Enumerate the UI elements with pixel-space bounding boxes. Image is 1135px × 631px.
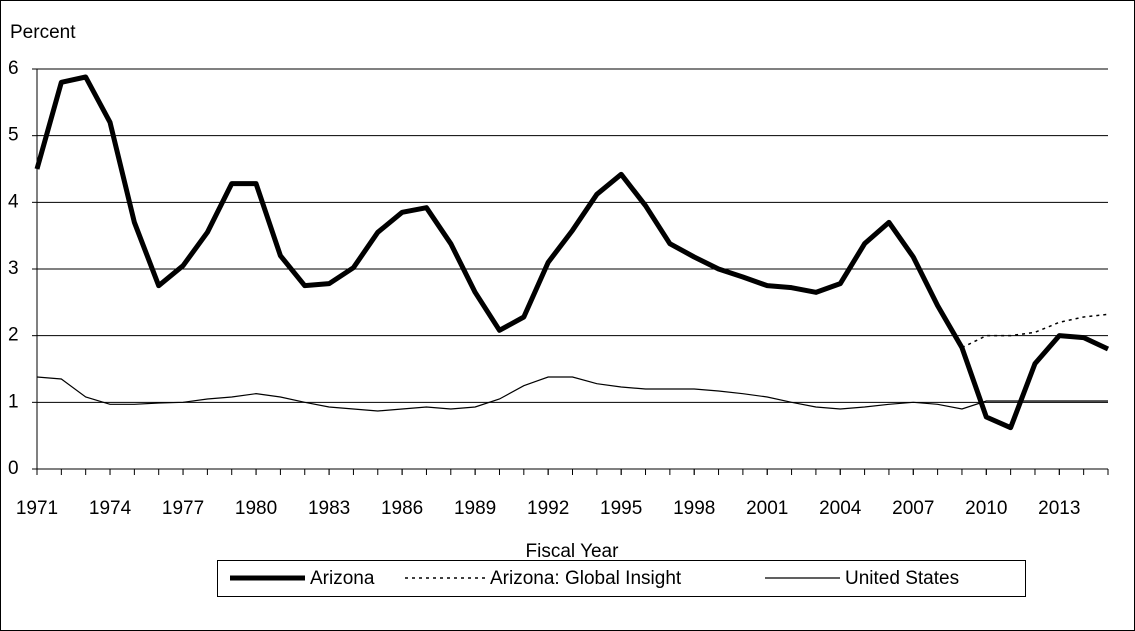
legend-label: United States xyxy=(845,568,959,589)
x-tick-label: 1992 xyxy=(527,498,569,519)
x-tick-label: 2001 xyxy=(746,498,788,519)
legend-label: Arizona xyxy=(310,568,375,589)
legend-label: Arizona: Global Insight xyxy=(490,568,682,589)
x-tick-label: 1980 xyxy=(235,498,277,519)
y-tick-label: 6 xyxy=(8,58,19,79)
x-tick-label: 1974 xyxy=(89,498,132,519)
x-tick-label: 1986 xyxy=(381,498,423,519)
legend-box xyxy=(217,560,1026,597)
y-tick-label: 1 xyxy=(8,391,19,412)
y-tick-label: 0 xyxy=(8,458,19,479)
y-tick-label: 5 xyxy=(8,125,19,146)
x-tick-label: 1977 xyxy=(162,498,204,519)
x-tick-label: 2007 xyxy=(892,498,934,519)
x-tick-label: 1971 xyxy=(16,498,58,519)
x-tick-label: 2010 xyxy=(965,498,1007,519)
y-tick-label: 4 xyxy=(8,191,19,212)
series-line xyxy=(34,74,1110,431)
series-line xyxy=(36,376,1108,412)
x-tick-label: 1998 xyxy=(673,498,715,519)
y-axis-label: Percent xyxy=(10,22,76,43)
y-tick-label: 2 xyxy=(8,325,19,346)
x-tick-label: 1983 xyxy=(308,498,350,519)
x-tick-label: 2013 xyxy=(1038,498,1080,519)
x-tick-label: 1995 xyxy=(600,498,642,519)
y-tick-label: 3 xyxy=(8,258,19,279)
x-tick-label: 1989 xyxy=(454,498,496,519)
x-axis-label: Fiscal Year xyxy=(526,541,620,562)
x-tick-label: 2004 xyxy=(819,498,862,519)
series-line xyxy=(961,313,1109,349)
